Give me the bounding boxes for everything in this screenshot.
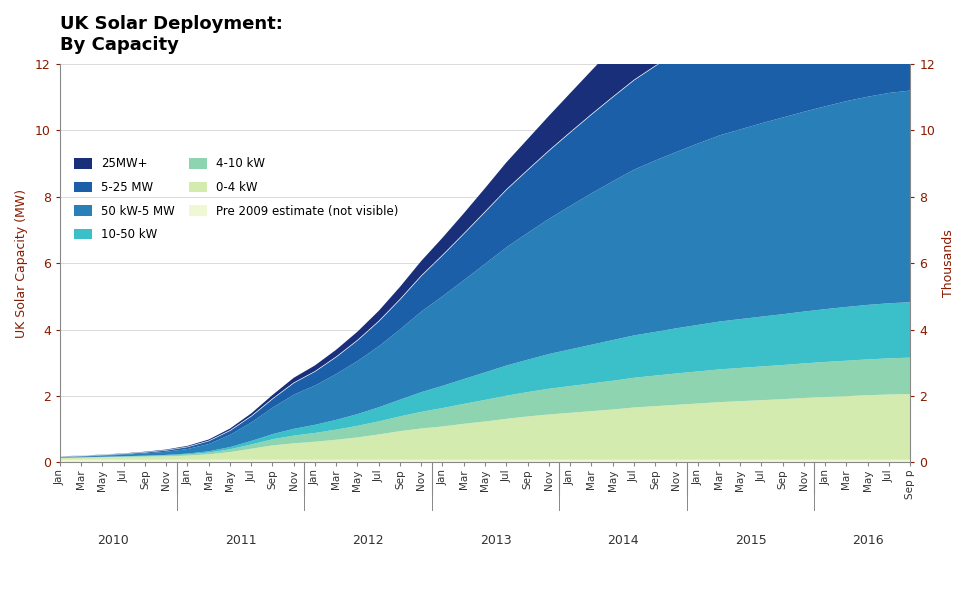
Text: 2013: 2013 bbox=[480, 534, 511, 547]
Text: 2011: 2011 bbox=[225, 534, 256, 547]
Y-axis label: UK Solar Capacity (MW): UK Solar Capacity (MW) bbox=[15, 188, 28, 338]
Text: 2016: 2016 bbox=[851, 534, 883, 547]
Text: 2014: 2014 bbox=[607, 534, 639, 547]
Text: 2010: 2010 bbox=[97, 534, 129, 547]
Text: UK Solar Deployment:
By Capacity: UK Solar Deployment: By Capacity bbox=[60, 15, 282, 54]
Text: 2015: 2015 bbox=[735, 534, 766, 547]
Y-axis label: Thousands: Thousands bbox=[941, 230, 954, 297]
Text: 2012: 2012 bbox=[352, 534, 384, 547]
Legend: 25MW+, 5-25 MW, 50 kW-5 MW, 10-50 kW, 4-10 kW, 0-4 kW, Pre 2009 estimate (not vi: 25MW+, 5-25 MW, 50 kW-5 MW, 10-50 kW, 4-… bbox=[75, 157, 398, 241]
